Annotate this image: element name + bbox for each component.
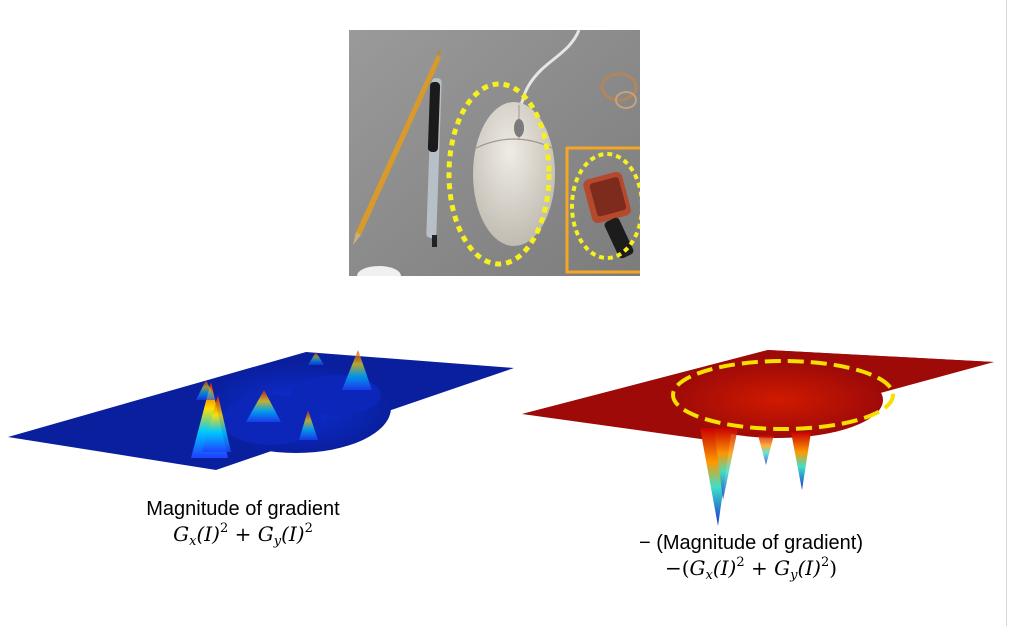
pencil [353, 49, 442, 245]
level-set-contour [671, 359, 895, 431]
mouse-selection-ellipse [446, 81, 552, 267]
left-caption-title: Magnitude of gradient [146, 498, 340, 520]
left-caption: Magnitude of gradient Gx(I)2 + Gy(I)2 [108, 497, 378, 549]
mouse-cable [517, 30, 581, 109]
white-object [357, 266, 401, 276]
left-formula: Gx(I)2 + Gy(I)2 [173, 521, 313, 549]
stamp-object [583, 171, 634, 259]
pen [426, 78, 442, 247]
computer-mouse [473, 102, 555, 246]
slide-edge-divider [1006, 0, 1007, 626]
object-photo [349, 30, 640, 276]
rubber-bands [600, 72, 638, 109]
right-formula: −(Gx(I)2 + Gy(I)2) [664, 555, 838, 583]
negative-gradient-surface [522, 350, 994, 526]
right-caption: − (Magnitude of gradient) −(Gx(I)2 + Gy(… [586, 531, 916, 583]
object-selection-ellipse [570, 152, 640, 260]
object-bounding-box [565, 146, 640, 274]
gradient-magnitude-surface [8, 350, 514, 470]
right-caption-title: − (Magnitude of gradient) [638, 532, 864, 554]
